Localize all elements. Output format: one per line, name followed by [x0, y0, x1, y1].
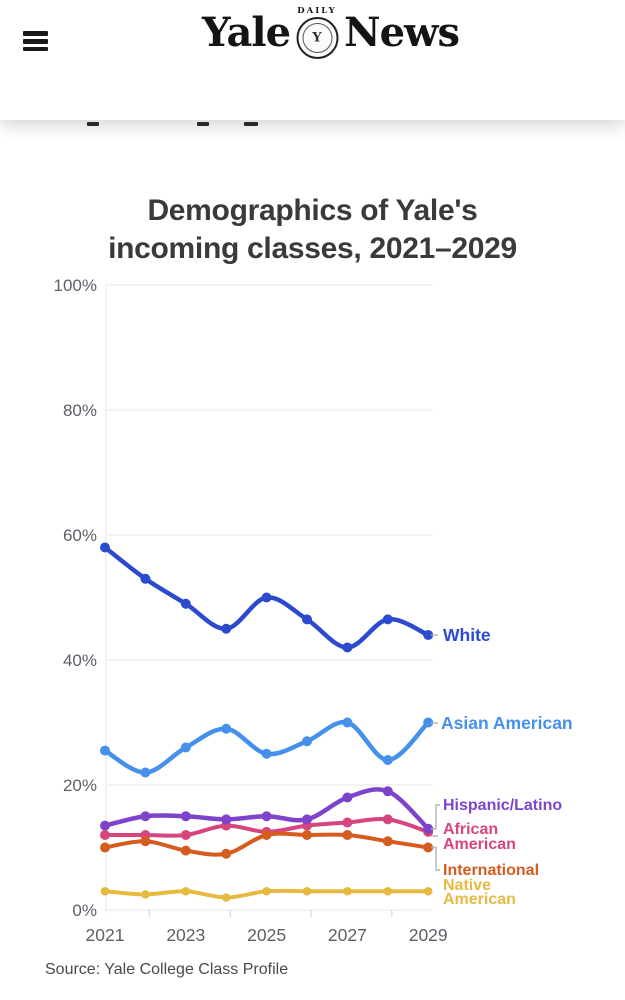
- data-point: [141, 890, 150, 899]
- x-tick-label: 2029: [409, 925, 448, 945]
- x-tick-label: 2023: [166, 925, 205, 945]
- data-point: [100, 820, 110, 831]
- x-tick-label: 2025: [247, 925, 286, 945]
- chart-source: Source: Yale College Class Profile: [45, 961, 289, 978]
- data-point: [180, 845, 191, 856]
- chart-title-line2: incoming classes, 2021–2029: [108, 232, 517, 266]
- data-point: [221, 893, 231, 902]
- data-point: [100, 830, 110, 840]
- data-point: [261, 830, 272, 840]
- yale-daily-news-logo[interactable]: Yale DAILY Y News: [202, 4, 460, 62]
- letter-fragment: [197, 122, 209, 126]
- data-point: [180, 742, 191, 753]
- data-point: [302, 736, 312, 747]
- series-label-african-american: African: [443, 821, 498, 838]
- series-label-asian-american: Asian American: [441, 713, 573, 733]
- data-point: [140, 573, 151, 584]
- data-point: [343, 886, 352, 896]
- data-point: [383, 886, 393, 896]
- label-bracket: [431, 804, 440, 830]
- data-point: [382, 786, 393, 797]
- data-point: [221, 723, 232, 734]
- y-tick-label: 80%: [63, 401, 97, 420]
- data-point: [302, 886, 312, 896]
- x-tick-label: 2021: [86, 925, 125, 945]
- letter-fragment: [244, 122, 258, 126]
- data-point: [342, 717, 353, 728]
- data-point: [382, 836, 393, 847]
- series-white: White: [100, 542, 491, 653]
- y-tick-label: 60%: [63, 526, 97, 545]
- data-point: [261, 592, 272, 603]
- series-line: [102, 787, 431, 831]
- logo-word-news: News: [344, 9, 460, 56]
- y-tick-label: 100%: [54, 276, 97, 295]
- data-point: [382, 614, 393, 625]
- data-point: [423, 842, 434, 853]
- series-label-hispanic-latino: Hispanic/Latino: [443, 797, 562, 814]
- data-point: [302, 814, 312, 825]
- y-tick-label: 0%: [72, 901, 97, 920]
- data-point: [180, 830, 191, 840]
- data-point: [180, 598, 191, 609]
- y-tick-label: 40%: [63, 651, 97, 670]
- series-international: International: [100, 830, 539, 879]
- data-point: [342, 830, 353, 840]
- series-asian-american: Asian American: [100, 713, 573, 778]
- data-point: [302, 830, 312, 840]
- series-label-african-american: American: [443, 836, 516, 853]
- logo-word-yale: Yale: [202, 9, 291, 56]
- data-point: [100, 542, 110, 553]
- data-point: [342, 792, 353, 803]
- series-line: [102, 719, 431, 775]
- series-hispanic-latino: Hispanic/Latino: [100, 786, 562, 834]
- data-point: [100, 745, 110, 756]
- label-bracket: [431, 846, 440, 871]
- data-point: [221, 814, 232, 825]
- data-point: [342, 817, 353, 828]
- data-point: [302, 614, 312, 625]
- data-point: [382, 814, 393, 825]
- hamburger-menu-button[interactable]: [16, 18, 56, 58]
- x-tick-label: 2027: [328, 925, 367, 945]
- logo-crest-icon: DAILY Y: [292, 4, 342, 62]
- data-point: [100, 886, 110, 896]
- clipped-headline-fragments: [0, 122, 625, 128]
- data-point: [181, 886, 191, 896]
- demographics-line-chart: 0% 20% 40% 60% 80% 100% 2021 2023 2025 2027 2029 Na…: [0, 270, 625, 960]
- series-label-native-american: Native: [443, 877, 491, 894]
- data-point: [221, 848, 232, 859]
- data-point: [423, 823, 434, 834]
- chart-svg: 0% 20% 40% 60% 80% 100% 2021 2023 2025 2027 2029 Na…: [54, 276, 573, 945]
- data-point: [100, 842, 110, 853]
- hamburger-icon: [23, 31, 48, 36]
- data-point: [221, 623, 232, 634]
- data-point: [140, 767, 151, 778]
- data-point: [261, 748, 272, 759]
- data-point: [342, 642, 353, 653]
- data-point: [423, 886, 433, 896]
- data-point: [382, 755, 393, 765]
- series-label-native-american: American: [443, 891, 516, 908]
- data-point: [423, 630, 434, 640]
- series-label-white: White: [443, 625, 491, 645]
- series-label-international: International: [443, 862, 539, 879]
- data-point: [140, 836, 151, 847]
- data-point: [262, 886, 271, 896]
- letter-fragment: [87, 122, 99, 126]
- data-point: [180, 811, 191, 822]
- chart-title: Demographics of Yale's incoming classes,…: [0, 192, 625, 268]
- y-tick-label: 20%: [63, 776, 97, 795]
- logo-daily-text: DAILY: [297, 6, 337, 16]
- chart-title-line1: Demographics of Yale's: [147, 194, 478, 228]
- site-header: Yale DAILY Y News: [0, 0, 625, 120]
- data-point: [261, 811, 272, 822]
- data-point: [423, 717, 434, 728]
- data-point: [140, 811, 151, 822]
